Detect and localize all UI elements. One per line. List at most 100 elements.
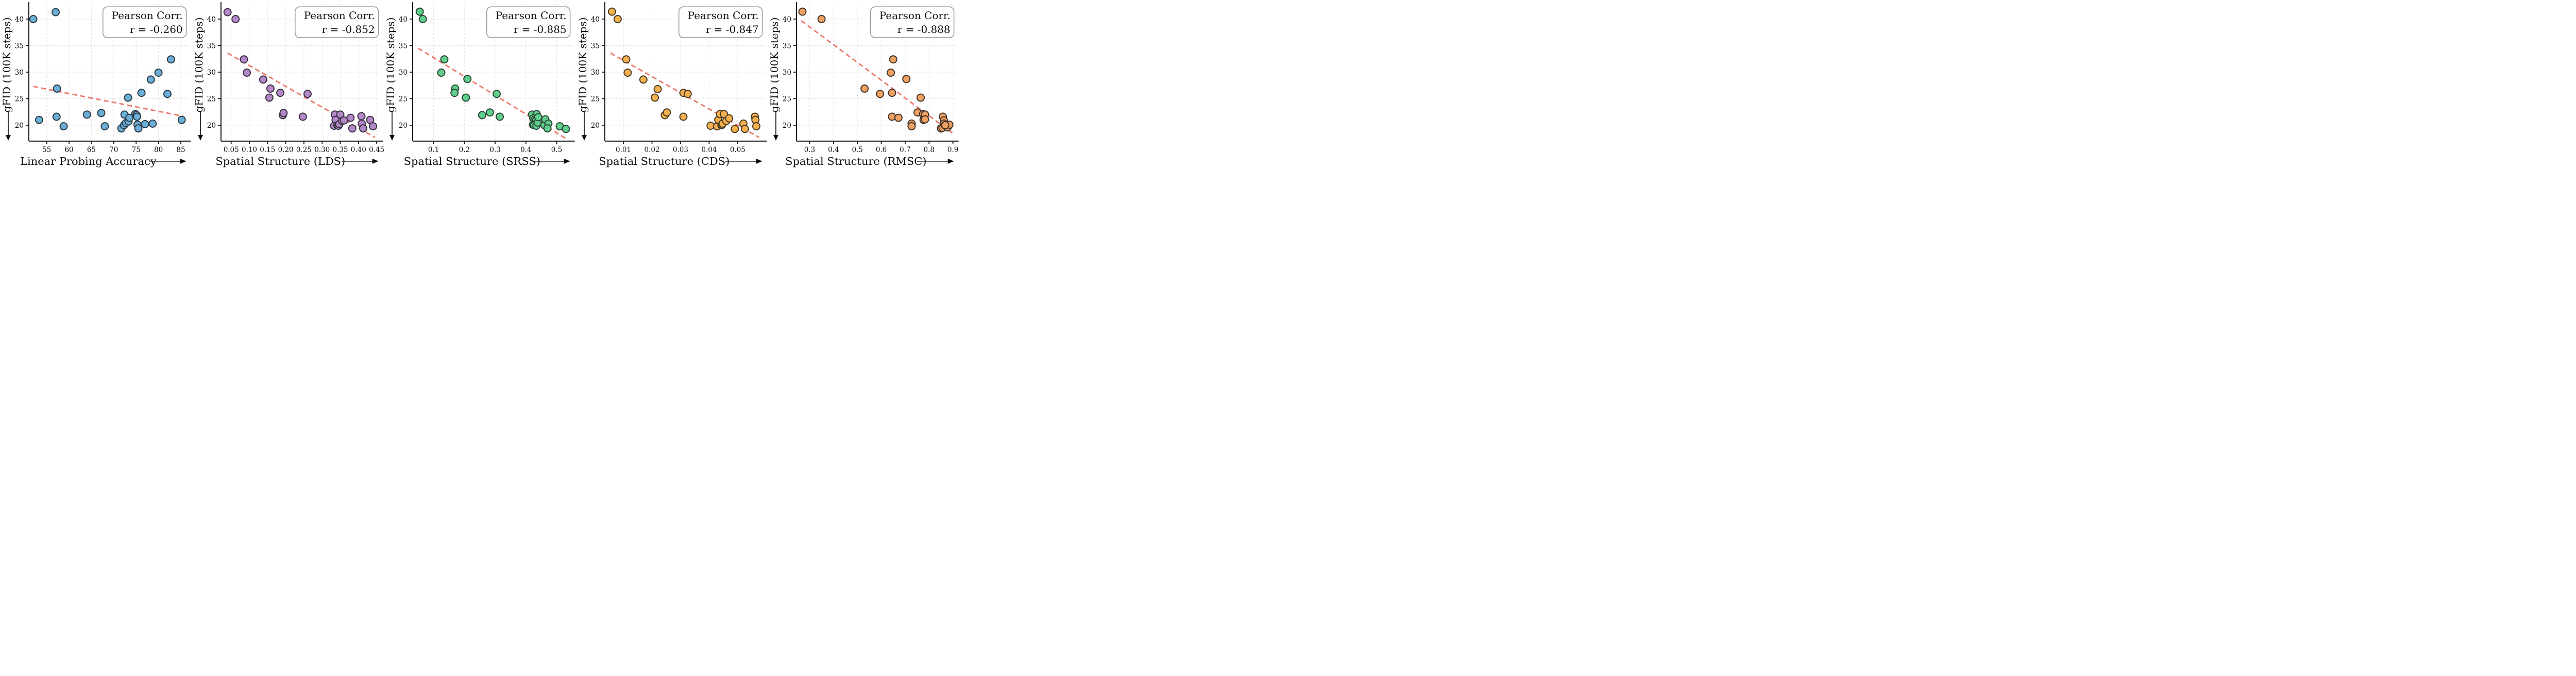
y-axis-label: gFID (100K steps) xyxy=(193,18,205,113)
data-point xyxy=(279,109,287,117)
panel-rmsc: 0.3 0.4 0.5 0.6 0.7 0.8 0.9 20 25 30 35 40 Spatial S… xyxy=(768,0,960,169)
y-tick-label: 30 xyxy=(591,69,600,77)
x-tick-label: 80 xyxy=(154,146,163,154)
pearson-box: Pearson Corr.r = -0.885 xyxy=(486,6,571,38)
pearson-box-r-value: r = -0.260 xyxy=(130,23,183,36)
x-tick-label: 55 xyxy=(42,146,51,154)
data-point xyxy=(29,15,38,23)
trend-line xyxy=(227,52,375,138)
pearson-box-title: Pearson Corr. xyxy=(496,9,567,22)
pearson-box: Pearson Corr.r = -0.847 xyxy=(678,6,763,38)
y-tick-label: 25 xyxy=(15,95,24,103)
x-tick-label: 0.8 xyxy=(924,146,935,154)
x-tick-label: 0.05 xyxy=(223,146,239,154)
x-axis-label: Spatial Structure (LDS) xyxy=(215,155,345,167)
data-point xyxy=(888,89,896,97)
data-points xyxy=(798,7,954,133)
pearson-box-r-value: r = -0.888 xyxy=(897,23,951,36)
data-point xyxy=(543,124,552,133)
data-point xyxy=(163,90,172,98)
data-point xyxy=(132,112,141,121)
data-point xyxy=(418,15,427,23)
data-point xyxy=(440,55,449,64)
data-point xyxy=(902,75,911,83)
data-point xyxy=(725,114,734,123)
data-point xyxy=(52,8,60,16)
data-point xyxy=(146,75,155,84)
data-point xyxy=(798,7,807,16)
data-point xyxy=(663,108,671,117)
data-point xyxy=(493,90,501,98)
x-axis-arrow-icon xyxy=(917,158,954,164)
y-tick-label: 20 xyxy=(15,122,24,130)
data-point xyxy=(357,112,366,121)
y-tick-label: 30 xyxy=(399,69,408,77)
y-tick-label: 20 xyxy=(783,122,791,130)
panel-lds: 0.05 0.10 0.15 0.20 0.25 0.30 0.35 0.40 0.45 20 25… xyxy=(192,0,384,169)
data-point xyxy=(154,69,163,77)
axis-ticks: 0.1 0.2 0.3 0.4 0.5 20 25 30 35 40 xyxy=(399,15,562,154)
data-point xyxy=(478,111,487,120)
pearson-box: Pearson Corr.r = -0.888 xyxy=(870,6,955,38)
correlation-figure: 55 60 65 70 75 80 85 20 25 30 35 40 Linear Probing A… xyxy=(0,0,960,169)
data-point xyxy=(82,110,91,119)
data-point xyxy=(223,8,232,16)
data-point xyxy=(613,15,622,23)
data-point xyxy=(35,115,43,124)
data-points xyxy=(29,8,186,133)
x-tick-label: 0.05 xyxy=(730,146,745,154)
x-tick-label: 75 xyxy=(132,146,141,154)
data-point xyxy=(607,7,616,16)
x-tick-label: 0.7 xyxy=(900,146,911,154)
pearson-box-title: Pearson Corr. xyxy=(112,9,183,22)
x-axis-arrow-icon xyxy=(725,158,762,164)
trend-line xyxy=(610,52,759,138)
y-tick-label: 40 xyxy=(399,15,408,24)
data-point xyxy=(137,89,146,97)
y-tick-label: 20 xyxy=(591,122,600,130)
y-tick-label: 35 xyxy=(591,42,600,50)
y-axis-label: gFID (100K steps) xyxy=(577,18,589,113)
data-point xyxy=(462,93,470,102)
x-tick-label: 85 xyxy=(176,146,185,154)
x-axis-arrow-icon xyxy=(533,158,570,164)
data-point xyxy=(53,84,61,93)
data-point xyxy=(346,113,354,122)
y-tick-label: 30 xyxy=(207,69,215,77)
x-tick-label: 0.2 xyxy=(459,146,470,154)
data-point xyxy=(368,122,377,131)
y-tick-label: 25 xyxy=(783,95,791,103)
x-tick-label: 0.9 xyxy=(947,146,958,154)
y-tick-label: 30 xyxy=(783,69,791,77)
data-point xyxy=(266,84,275,93)
y-axis-arrow-icon xyxy=(581,111,587,141)
data-point xyxy=(134,124,143,133)
data-point xyxy=(496,112,504,121)
y-tick-label: 25 xyxy=(399,95,408,103)
data-point xyxy=(653,84,662,93)
data-point xyxy=(298,112,307,121)
data-point xyxy=(240,55,248,64)
y-tick-label: 20 xyxy=(399,122,408,130)
data-point xyxy=(486,108,495,117)
scatter-rmsc: 0.3 0.4 0.5 0.6 0.7 0.8 0.9 20 25 30 35 40 Spatial S… xyxy=(768,2,959,167)
y-axis-arrow-icon xyxy=(5,111,11,141)
x-tick-label: 0.10 xyxy=(242,146,257,154)
x-tick-label: 0.02 xyxy=(644,146,659,154)
y-axis-label: gFID (100K steps) xyxy=(1,18,13,113)
data-point xyxy=(450,89,459,97)
data-point xyxy=(650,93,659,102)
pearson-box-r-value: r = -0.885 xyxy=(514,23,567,36)
data-point xyxy=(889,55,898,64)
data-point xyxy=(818,15,826,23)
x-axis-arrow-icon xyxy=(341,158,379,164)
pearson-box-r-value: r = -0.852 xyxy=(321,23,375,36)
y-axis-label: gFID (100K steps) xyxy=(768,18,781,113)
axis-ticks: 0.05 0.10 0.15 0.20 0.25 0.30 0.35 0.40 0.45 20 25… xyxy=(207,15,384,154)
x-axis-arrow-icon xyxy=(149,158,187,164)
y-axis-arrow-icon xyxy=(773,111,779,141)
panel-cds: 0.01 0.02 0.03 0.04 0.05 20 25 30 35 40 Spatial St… xyxy=(576,0,768,169)
pearson-box-title: Pearson Corr. xyxy=(879,9,951,22)
x-tick-label: 0.5 xyxy=(852,146,863,154)
x-tick-label: 0.4 xyxy=(520,146,531,154)
